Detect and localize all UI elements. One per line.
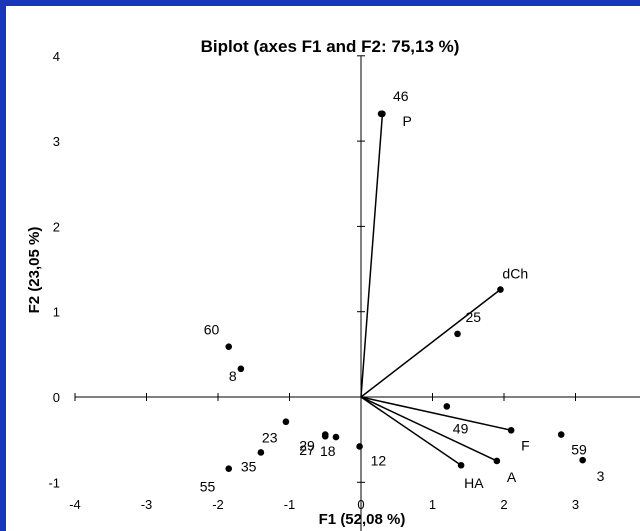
observation-point	[377, 110, 385, 118]
x-tick-label: -1	[284, 497, 296, 512]
observation-label: 8	[229, 368, 237, 384]
observation-label: 3	[597, 468, 605, 484]
observation-point	[443, 403, 451, 410]
variable-label: F	[521, 437, 530, 453]
variable-vector	[360, 288, 501, 398]
observation-label: 55	[200, 479, 216, 495]
y-tick-label: -1	[48, 475, 60, 490]
variable-endpoint	[507, 426, 515, 434]
variable-vector	[360, 396, 462, 466]
observation-point	[557, 431, 565, 438]
observation-label: 49	[453, 420, 469, 436]
observation-point	[282, 418, 290, 426]
x-tick-label: 1	[429, 497, 436, 512]
variable-vector	[360, 396, 512, 431]
y-axis-title: F2 (23,05 %)	[26, 227, 43, 314]
observation-label: 60	[204, 322, 220, 338]
observation-label: 29	[299, 438, 315, 454]
variable-label: A	[507, 469, 517, 485]
variable-label: HA	[464, 475, 484, 491]
x-axis-title: F1 (52,08 %)	[319, 511, 406, 528]
variable-endpoint	[497, 286, 504, 293]
y-tick-label: 4	[53, 49, 60, 64]
observation-label: 59	[571, 442, 587, 458]
variable-vector	[360, 396, 498, 462]
observation-point	[454, 330, 461, 338]
observation-label: 46	[393, 88, 409, 104]
observation-point	[225, 465, 233, 472]
chart-title: Biplot (axes F1 and F2: 75,13 %)	[201, 37, 460, 56]
y-tick-label: 2	[53, 219, 60, 234]
y-tick-label: 1	[53, 305, 60, 320]
variable-label: dCh	[502, 266, 528, 282]
observation-label: 35	[241, 458, 257, 474]
observation-point	[332, 433, 340, 441]
x-tick-label: 0	[357, 497, 364, 512]
variable-endpoint	[493, 457, 501, 465]
x-tick-label: -4	[69, 497, 81, 512]
observation-point	[356, 443, 363, 450]
observation-point	[579, 456, 586, 464]
observation-label: 12	[371, 452, 387, 468]
observation-label: 18	[320, 443, 336, 459]
x-tick-label: 3	[572, 497, 579, 512]
observation-label: 23	[262, 430, 278, 446]
observation-label: 25	[466, 309, 482, 325]
observation-point	[225, 343, 233, 350]
observation-point	[257, 449, 265, 456]
observation-point	[321, 432, 329, 440]
x-tick-label: -3	[141, 497, 153, 512]
x-tick-label: -2	[212, 497, 224, 512]
observation-point	[237, 365, 245, 373]
variable-label: P	[402, 113, 411, 129]
variable-endpoint	[457, 461, 465, 469]
variable-vector	[360, 113, 384, 398]
y-tick-label: 3	[53, 134, 60, 149]
y-tick-label: 0	[53, 390, 60, 405]
observation-label: 27	[299, 442, 315, 458]
x-tick-label: 2	[500, 497, 507, 512]
